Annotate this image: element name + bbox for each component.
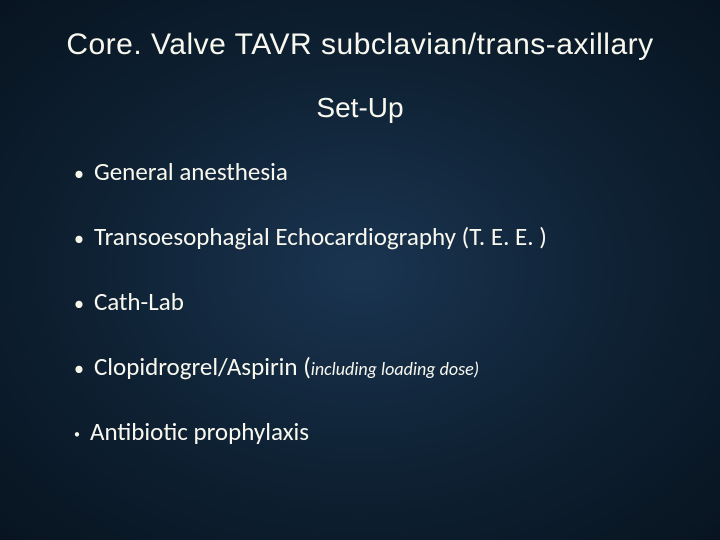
bullet-text: Transoesophagial Echocardiography (T. E.… [94, 221, 547, 252]
bullet-text: Antibiotic prophylaxis [90, 416, 309, 447]
slide-title: Core. Valve TAVR subclavian/trans-axilla… [60, 28, 660, 62]
list-item: • General anesthesia [74, 156, 660, 187]
list-item: • Antibiotic prophylaxis [74, 416, 660, 447]
bullet-main: Clopidrogrel/Aspirin ( [94, 351, 311, 382]
bullet-list: • General anesthesia • Transoesophagial … [60, 156, 660, 447]
bullet-icon: • [74, 229, 84, 249]
bullet-icon: • [74, 294, 84, 314]
list-item: • Clopidrogrel/Aspirin (including loadin… [74, 351, 660, 382]
bullet-icon: • [74, 359, 84, 379]
list-item: • Cath-Lab [74, 286, 660, 317]
bullet-icon: • [74, 429, 80, 441]
bullet-icon: • [74, 164, 84, 184]
slide-subtitle: Set-Up [60, 92, 660, 124]
list-item: • Transoesophagial Echocardiography (T. … [74, 221, 660, 252]
bullet-text: Cath-Lab [94, 286, 184, 317]
bullet-note: including loading dose) [311, 358, 479, 380]
bullet-text: Clopidrogrel/Aspirin (including loading … [94, 351, 479, 382]
bullet-text: General anesthesia [94, 156, 288, 187]
slide: Core. Valve TAVR subclavian/trans-axilla… [0, 0, 720, 540]
